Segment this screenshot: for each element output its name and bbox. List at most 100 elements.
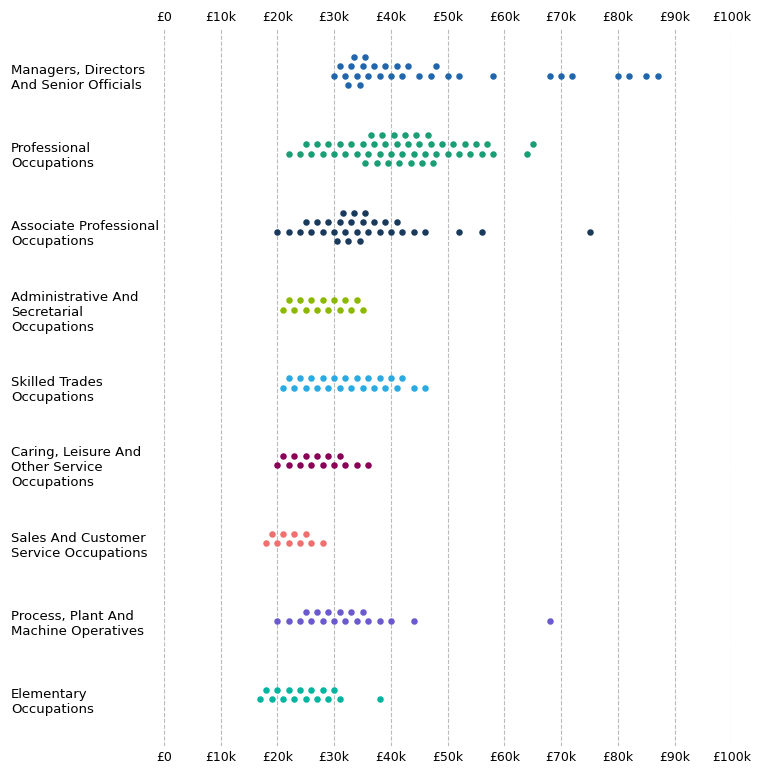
Point xyxy=(294,537,306,549)
Point xyxy=(322,216,335,229)
Point xyxy=(339,70,351,82)
Point xyxy=(521,147,533,160)
Point xyxy=(354,79,366,91)
Point xyxy=(255,693,267,705)
Point xyxy=(482,138,494,150)
Point xyxy=(345,138,357,150)
Point xyxy=(334,60,346,73)
Point xyxy=(311,216,323,229)
Point xyxy=(277,693,289,705)
Point xyxy=(544,70,556,82)
Point xyxy=(351,70,363,82)
Point xyxy=(555,70,567,82)
Point xyxy=(487,147,499,160)
Point xyxy=(373,147,386,160)
Point xyxy=(385,226,397,238)
Point xyxy=(393,157,405,169)
Point xyxy=(294,615,306,628)
Point xyxy=(283,226,295,238)
Point xyxy=(342,235,354,247)
Point xyxy=(419,226,431,238)
Point xyxy=(337,207,349,219)
Point xyxy=(584,226,596,238)
Point xyxy=(623,70,636,82)
Point xyxy=(283,537,295,549)
Point xyxy=(640,70,652,82)
Point xyxy=(306,537,318,549)
Point xyxy=(357,60,369,73)
Point xyxy=(362,147,374,160)
Point xyxy=(419,381,431,394)
Point xyxy=(368,216,380,229)
Point xyxy=(379,381,392,394)
Point xyxy=(345,60,357,73)
Point xyxy=(527,138,539,150)
Point xyxy=(459,138,471,150)
Point xyxy=(277,528,289,540)
Point xyxy=(464,147,476,160)
Point xyxy=(390,138,402,150)
Point xyxy=(288,381,300,394)
Point xyxy=(396,147,408,160)
Point xyxy=(299,606,312,618)
Point xyxy=(399,129,411,141)
Point xyxy=(306,615,318,628)
Point xyxy=(328,615,341,628)
Point xyxy=(441,70,453,82)
Point xyxy=(334,693,346,705)
Point xyxy=(359,207,371,219)
Point xyxy=(299,138,312,150)
Point xyxy=(419,147,431,160)
Point xyxy=(266,528,278,540)
Point xyxy=(334,606,346,618)
Point xyxy=(342,79,354,91)
Point xyxy=(453,70,465,82)
Point xyxy=(322,303,335,315)
Point xyxy=(306,294,318,306)
Point xyxy=(277,303,289,315)
Point xyxy=(311,381,323,394)
Point xyxy=(652,70,664,82)
Point xyxy=(299,693,312,705)
Point xyxy=(390,381,402,394)
Point xyxy=(317,460,329,472)
Point xyxy=(311,449,323,462)
Point xyxy=(453,147,465,160)
Point xyxy=(299,528,312,540)
Point xyxy=(299,449,312,462)
Point xyxy=(294,147,306,160)
Point xyxy=(413,70,425,82)
Point xyxy=(544,615,556,628)
Point xyxy=(283,615,295,628)
Point xyxy=(362,226,374,238)
Point xyxy=(357,216,369,229)
Point xyxy=(306,372,318,384)
Point xyxy=(334,138,346,150)
Point xyxy=(359,157,371,169)
Point xyxy=(271,537,283,549)
Point xyxy=(339,372,351,384)
Point xyxy=(373,226,386,238)
Point xyxy=(362,70,374,82)
Point xyxy=(345,303,357,315)
Point xyxy=(427,157,440,169)
Point xyxy=(357,303,369,315)
Point xyxy=(475,226,488,238)
Point xyxy=(351,460,363,472)
Point xyxy=(410,129,422,141)
Point xyxy=(345,606,357,618)
Point xyxy=(408,147,420,160)
Point xyxy=(408,381,420,394)
Point xyxy=(317,372,329,384)
Point xyxy=(431,147,443,160)
Point xyxy=(317,537,329,549)
Point xyxy=(331,235,343,247)
Point xyxy=(306,684,318,696)
Point xyxy=(311,303,323,315)
Point xyxy=(299,381,312,394)
Point xyxy=(328,372,341,384)
Point xyxy=(294,684,306,696)
Point xyxy=(322,693,335,705)
Point xyxy=(379,216,392,229)
Point xyxy=(408,226,420,238)
